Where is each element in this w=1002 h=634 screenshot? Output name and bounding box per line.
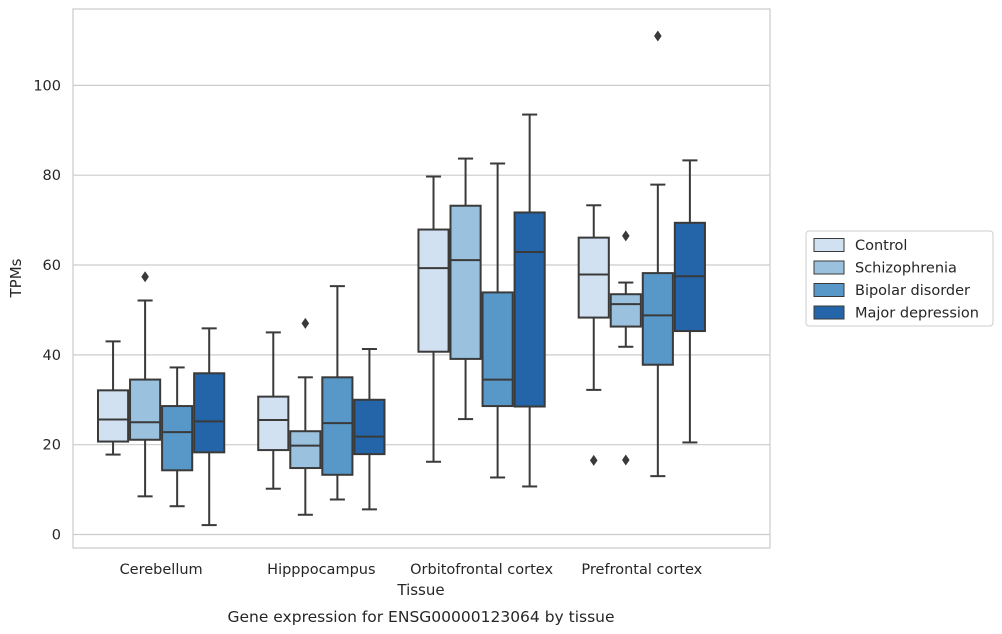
box-hipppocampus-bipolar-disorder — [321, 285, 354, 501]
legend-frame — [805, 230, 994, 327]
plot-frame — [72, 8, 771, 549]
box-iqr — [321, 376, 354, 476]
box-iqr — [353, 398, 386, 456]
x-tick-label: Prefrontal cortex — [581, 562, 702, 578]
box-cerebellum-control — [96, 340, 130, 456]
legend: Control Schizophrenia Bipolar disorder Majo… — [805, 230, 994, 327]
outlier-point — [141, 271, 149, 283]
box-iqr — [449, 204, 482, 360]
box-iqr — [289, 430, 322, 470]
x-tick-label: Hipppocampus — [267, 562, 375, 578]
y-tick-labels: 0 20 40 60 80 100 — [33, 78, 61, 543]
box-iqr — [129, 378, 162, 441]
y-tick-label: 20 — [43, 438, 61, 454]
box-iqr — [577, 236, 610, 319]
y-tick-label: 100 — [33, 78, 61, 94]
chart-title: Gene expression for ENSG00000123064 by t… — [227, 608, 614, 626]
y-tick-label: 40 — [43, 348, 61, 364]
y-tick-label: 60 — [43, 258, 61, 274]
box-cerebellum-major-depression — [193, 327, 226, 527]
box-iqr — [161, 405, 194, 472]
legend-swatch — [813, 238, 845, 252]
box-iqr — [193, 372, 226, 454]
box-orbitofrontal-cortex-bipolar-disorder — [481, 162, 514, 479]
box-hipppocampus-major-depression — [353, 348, 386, 511]
legend-label: Major depression — [855, 306, 979, 322]
outlier-point — [621, 230, 630, 242]
outlier-point — [589, 454, 598, 466]
legend-label: Schizophrenia — [855, 261, 957, 277]
legend-swatch — [813, 305, 845, 320]
legend-swatch — [813, 283, 845, 297]
box-hipppocampus-control — [257, 331, 290, 490]
x-tick-label: Cerebellum — [120, 562, 203, 578]
box-iqr — [481, 291, 514, 408]
y-axis-label: TPMs — [7, 258, 25, 298]
box-iqr — [641, 272, 674, 366]
legend-swatch — [813, 260, 845, 275]
outlier-point — [301, 317, 310, 329]
box-orbitofrontal-cortex-control — [417, 175, 450, 463]
box-layer — [96, 30, 706, 527]
y-tick-label: 0 — [52, 528, 61, 544]
x-tick-labels: Cerebellum Hipppocampus Orbitofrontal cort… — [120, 562, 703, 578]
box-iqr — [96, 389, 130, 443]
box-iqr — [417, 228, 450, 353]
x-tick-label: Orbitofrontal cortex — [410, 562, 553, 578]
box-prefrontal-cortex-control — [577, 204, 610, 466]
box-cerebellum-bipolar-disorder — [161, 366, 194, 508]
outlier-point — [621, 454, 630, 466]
legend-label: Bipolar disorder — [855, 283, 970, 299]
outlier-point — [654, 30, 662, 42]
box-iqr — [609, 293, 642, 328]
box-hipppocampus-schizophrenia — [289, 317, 322, 516]
legend-label: Control — [855, 238, 907, 254]
box-orbitofrontal-cortex-schizophrenia — [449, 157, 482, 421]
box-cerebellum-schizophrenia — [129, 271, 162, 498]
box-prefrontal-cortex-schizophrenia — [609, 230, 642, 466]
y-tick-label: 80 — [43, 168, 61, 184]
box-prefrontal-cortex-major-depression — [673, 159, 706, 444]
box-prefrontal-cortex-bipolar-disorder — [641, 30, 674, 478]
box-iqr — [513, 211, 546, 408]
box-orbitofrontal-cortex-major-depression — [513, 113, 546, 488]
box-iqr — [257, 395, 290, 452]
x-axis-label: Tissue — [396, 581, 444, 599]
